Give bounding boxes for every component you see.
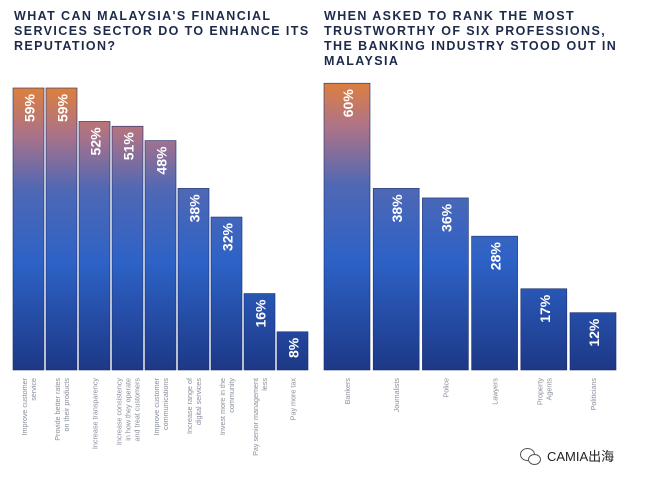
bar [144, 140, 177, 371]
bar [520, 288, 568, 371]
category-label: Increase consistencyin how they operatea… [115, 378, 142, 446]
bar [276, 331, 309, 371]
bar [243, 293, 276, 371]
bar [372, 188, 420, 371]
left-bar-chart: 59% Improve customerservice 59% Provide bet… [12, 87, 309, 456]
wechat-icon [520, 447, 542, 465]
bar [471, 235, 518, 371]
value-label: 36% [438, 203, 454, 232]
bar [78, 121, 111, 371]
bar [111, 125, 144, 371]
value-label: 17% [537, 294, 553, 323]
chart-title-left: WHAT CAN MALAYSIA'S FINANCIAL SERVICES S… [14, 9, 310, 53]
bar [177, 188, 210, 371]
bar [210, 216, 243, 371]
value-label: 38% [187, 194, 203, 223]
watermark: CAMIA出海 [520, 446, 614, 465]
value-label: 52% [88, 127, 104, 156]
bar [12, 87, 45, 371]
right-bar-chart: 60% Bankers 38% Journalists 36% Police 28% Lawy… [323, 82, 617, 413]
category-label: PropertyAgents [535, 378, 553, 406]
bar [323, 82, 371, 371]
value-label: 51% [121, 132, 137, 161]
category-label: Lawyers [491, 378, 500, 405]
value-label: 16% [253, 299, 269, 328]
value-label: 59% [22, 93, 38, 122]
value-label: 28% [488, 242, 504, 271]
watermark-text: CAMIA出海 [547, 449, 615, 464]
category-label: Increase range ofdigital services [185, 378, 203, 434]
category-label: Pay more tax [289, 378, 298, 421]
bar [45, 87, 78, 371]
category-label: Politicians [589, 378, 598, 411]
value-label: 38% [389, 194, 405, 223]
bar [569, 312, 617, 371]
category-label: Pay senior managementless [251, 378, 269, 456]
value-label: 60% [340, 89, 356, 118]
category-label: Increase transparency [91, 378, 100, 450]
category-label: Improve customerservice [20, 377, 38, 435]
category-label: Journalists [392, 378, 401, 413]
value-label: 8% [286, 337, 302, 358]
value-label: 48% [154, 146, 170, 175]
value-label: 12% [586, 318, 602, 347]
bar [422, 197, 469, 371]
value-label: 32% [220, 222, 236, 251]
value-label: 59% [55, 93, 71, 122]
category-label: Improve customercommunications [152, 377, 170, 435]
category-label: Invest more in thecommunity [218, 378, 236, 436]
category-label: Provide better rateson their products [53, 378, 71, 441]
category-label: Bankers [343, 378, 352, 405]
category-label: Police [441, 378, 450, 398]
chart-title-right: WHEN ASKED TO RANK THE MOST TRUSTWORTHY … [324, 9, 618, 68]
